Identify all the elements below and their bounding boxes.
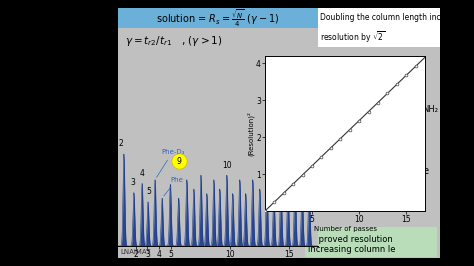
Text: $\gamma = t_{r2}/t_{r1}$   , $(\gamma > 1)$: $\gamma = t_{r2}/t_{r1}$ , $(\gamma > 1)… (125, 34, 222, 48)
Point (327, 146, 335, 150)
X-axis label: Number of passes: Number of passes (313, 226, 376, 232)
Point (337, 136, 344, 141)
Text: p: p (346, 133, 353, 143)
Text: D: D (342, 91, 350, 101)
Text: 10: 10 (222, 161, 232, 170)
FancyBboxPatch shape (318, 8, 440, 28)
Point (261, 209, 269, 213)
Text: LNAIMAT: LNAIMAT (120, 249, 150, 255)
Point (402, 73, 410, 77)
Point (356, 118, 363, 123)
FancyBboxPatch shape (0, 258, 474, 266)
Text: Phe-D₃: Phe-D₃ (156, 149, 184, 177)
Point (374, 100, 382, 105)
Point (393, 82, 401, 86)
Point (299, 173, 306, 177)
FancyBboxPatch shape (0, 0, 474, 8)
FancyBboxPatch shape (0, 0, 118, 266)
Point (365, 109, 372, 114)
Text: 4: 4 (140, 169, 145, 178)
Text: 15: 15 (290, 165, 300, 174)
Point (346, 127, 354, 132)
FancyBboxPatch shape (440, 0, 474, 266)
Text: L-phenylalanine: L-phenylalanine (351, 166, 429, 176)
FancyBboxPatch shape (305, 227, 437, 257)
Text: Phe: Phe (164, 177, 183, 196)
Text: 5: 5 (146, 187, 151, 196)
Point (290, 182, 297, 186)
Point (318, 155, 325, 159)
FancyBboxPatch shape (318, 27, 440, 47)
Text: 3: 3 (130, 178, 135, 187)
Text: p: p (335, 106, 341, 116)
Point (271, 200, 278, 204)
Text: solution = $R_s = \frac{\sqrt{N}}{4}\ (\gamma - 1)$: solution = $R_s = \frac{\sqrt{N}}{4}\ (\… (156, 7, 280, 29)
Text: p: p (369, 81, 375, 91)
Text: increasing column le: increasing column le (308, 246, 395, 255)
Text: D: D (384, 119, 392, 129)
Point (280, 191, 288, 195)
Text: NH₂: NH₂ (422, 106, 438, 114)
Y-axis label: (Resolution)²: (Resolution)² (247, 111, 255, 156)
Text: Doubling the column length increases: Doubling the column length increases (320, 14, 466, 23)
Point (383, 91, 391, 95)
X-axis label: Number of passes through columns (n): Number of passes through columns (n) (150, 261, 286, 266)
Text: 2: 2 (118, 139, 123, 148)
Text: O: O (418, 123, 425, 132)
Point (308, 164, 316, 168)
FancyBboxPatch shape (118, 8, 318, 28)
Text: 9: 9 (176, 157, 181, 166)
Text: resolution by $\sqrt{2}$: resolution by $\sqrt{2}$ (320, 29, 386, 45)
Point (412, 64, 419, 68)
Text: Improved resolution: Improved resolution (308, 235, 393, 244)
